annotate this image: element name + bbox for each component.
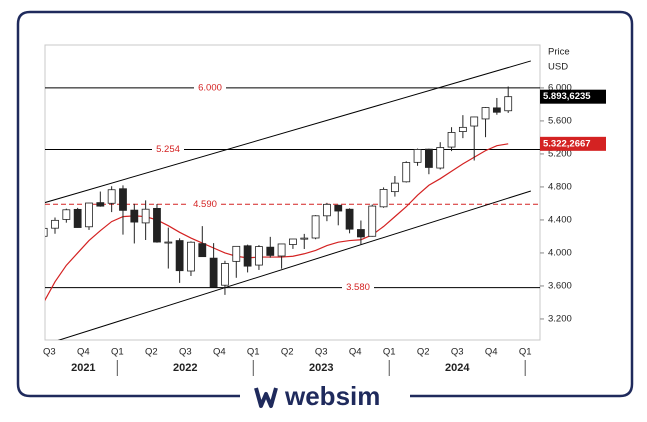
candle-body bbox=[119, 188, 127, 211]
candle-body bbox=[164, 241, 173, 244]
moving-average bbox=[45, 143, 509, 302]
x-tick-label: Q1 bbox=[383, 347, 396, 358]
x-tick-label: Q2 bbox=[281, 347, 294, 358]
candle-body bbox=[255, 246, 263, 266]
value-badge bbox=[540, 136, 606, 151]
y-tick-label: 5.200 bbox=[548, 148, 572, 159]
candle-body bbox=[345, 208, 354, 230]
y-tick-label: 3.600 bbox=[548, 280, 572, 291]
level-label: 4.590 bbox=[193, 199, 217, 210]
candle-body bbox=[413, 149, 422, 163]
candle-body bbox=[447, 132, 456, 148]
candle-body bbox=[492, 107, 501, 113]
candle-body bbox=[85, 202, 93, 228]
y-tick-label: 4.800 bbox=[548, 181, 572, 192]
candle-body bbox=[481, 107, 490, 120]
level-label-bg bbox=[194, 81, 226, 94]
candle-body bbox=[141, 208, 150, 224]
level-label: 5.254 bbox=[156, 144, 180, 155]
x-tick-label: Q4 bbox=[213, 347, 226, 358]
candle-body bbox=[289, 238, 297, 245]
brand: websim bbox=[284, 381, 380, 411]
axis-title: Price bbox=[548, 47, 570, 58]
plot: 6.000 5.254 4.590 3.580 bbox=[45, 60, 540, 340]
candle-body bbox=[221, 263, 229, 286]
candle-body bbox=[73, 208, 82, 228]
candle-body bbox=[187, 241, 195, 272]
candle-body bbox=[458, 126, 467, 132]
x-tick-label: Q2 bbox=[417, 347, 430, 358]
candle-body bbox=[390, 182, 399, 193]
level-label: 6.000 bbox=[198, 82, 222, 93]
candle-body bbox=[266, 246, 275, 256]
value-badge-label: 5.893,6235 bbox=[543, 91, 591, 102]
candle-body bbox=[96, 202, 105, 207]
candle-body bbox=[311, 215, 320, 239]
x-tick-label: Q4 bbox=[349, 347, 362, 358]
x-tick-label: Q3 bbox=[451, 347, 464, 358]
candle-body bbox=[62, 209, 71, 220]
candle-body bbox=[402, 162, 411, 183]
candle-body bbox=[153, 207, 161, 243]
candle-body bbox=[107, 189, 116, 204]
logo: websim bbox=[254, 381, 380, 411]
candle-body bbox=[175, 240, 184, 272]
year-label: 2022 bbox=[173, 362, 197, 374]
y-tick-label: 5.600 bbox=[548, 115, 572, 126]
y-tick-label: 4.400 bbox=[548, 214, 572, 225]
candle-body bbox=[243, 245, 252, 267]
value-badge bbox=[540, 89, 606, 104]
year-label: 2023 bbox=[309, 362, 333, 374]
x-tick-label: Q3 bbox=[315, 347, 328, 358]
y-tick-label: 6.000 bbox=[548, 82, 572, 93]
logo-icon bbox=[254, 387, 278, 408]
candle-body bbox=[379, 189, 388, 208]
axis-title: USD bbox=[548, 62, 568, 73]
year-label: 2024 bbox=[445, 362, 470, 374]
x-tick-label: Q1 bbox=[247, 347, 260, 358]
candle-body bbox=[334, 204, 343, 212]
candle-body bbox=[424, 148, 433, 168]
candle-body bbox=[470, 116, 479, 127]
candle-body bbox=[436, 147, 445, 169]
candle-body bbox=[368, 205, 377, 237]
candle-body bbox=[209, 257, 218, 288]
frame bbox=[16, 10, 634, 398]
y-tick-label: 3.200 bbox=[548, 313, 572, 324]
x-tick-label: Q3 bbox=[43, 347, 56, 358]
candle-body bbox=[504, 96, 513, 112]
plot-area bbox=[44, 44, 541, 341]
x-tick-label: Q4 bbox=[77, 347, 90, 358]
candle-body bbox=[130, 209, 139, 223]
candle-body bbox=[323, 203, 331, 217]
trendline bbox=[57, 190, 532, 340]
level-label-bg bbox=[342, 281, 374, 294]
y-tick-label: 4.000 bbox=[548, 247, 572, 258]
candle-body bbox=[51, 219, 59, 229]
trendline bbox=[45, 60, 531, 204]
year-label: 2021 bbox=[71, 362, 95, 374]
level-label: 3.580 bbox=[346, 282, 370, 293]
x-tick-label: Q3 bbox=[179, 347, 192, 358]
value-badge-label: 5.322,2667 bbox=[543, 138, 591, 149]
level-label-bg bbox=[189, 198, 221, 211]
candle-body bbox=[357, 229, 365, 238]
candle-body bbox=[277, 243, 286, 257]
x-tick-label: Q1 bbox=[111, 347, 124, 358]
candle-body bbox=[232, 245, 241, 262]
candle-body bbox=[198, 243, 207, 258]
candle-body bbox=[45, 227, 48, 237]
x-tick-label: Q2 bbox=[145, 347, 158, 358]
x-tick-label: Q1 bbox=[519, 347, 532, 358]
candle-body bbox=[300, 237, 309, 240]
level-label-bg bbox=[152, 143, 184, 156]
x-tick-label: Q4 bbox=[485, 347, 498, 358]
